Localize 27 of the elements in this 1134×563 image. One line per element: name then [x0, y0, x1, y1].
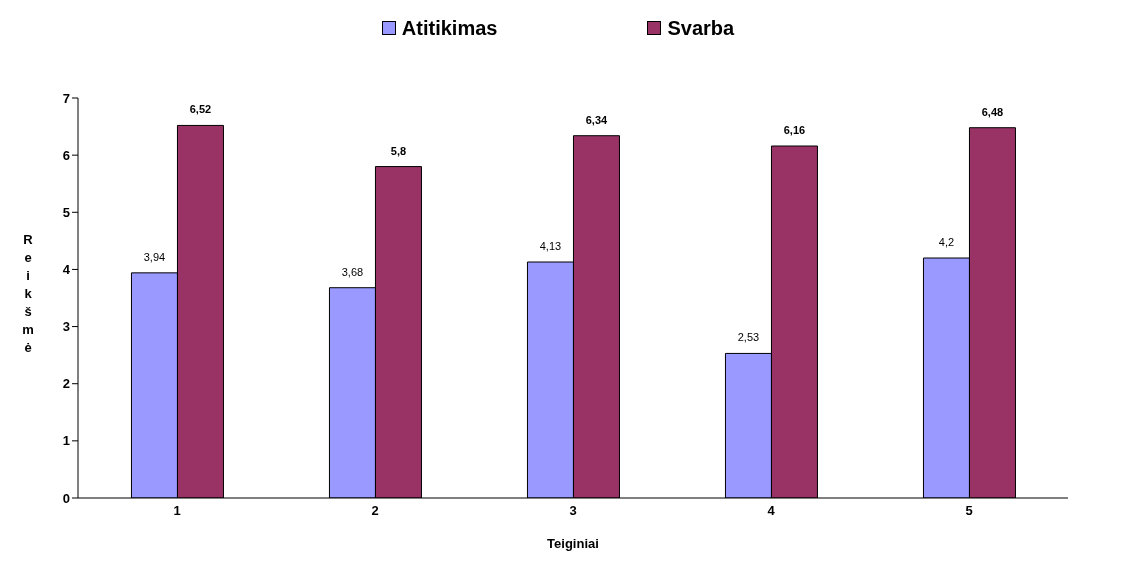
y-tick-label: 5 [62, 204, 70, 220]
data-label: 4,2 [938, 236, 955, 248]
y-tick-label: 6 [62, 147, 70, 163]
x-axis-title: Teiginiai [547, 536, 599, 551]
y-tick-label: 4 [62, 262, 71, 278]
data-label: 2,53 [737, 331, 760, 344]
data-label: 5,8 [390, 144, 407, 157]
x-tick-label: 4 [767, 503, 776, 519]
data-label: 6,48 [981, 105, 1004, 118]
legend-label: Svarba [667, 16, 735, 40]
data-label: 4,13 [539, 240, 562, 252]
data-label: 6,52 [189, 103, 212, 116]
y-tick-label: 0 [62, 490, 70, 506]
data-label: 6,16 [783, 124, 806, 136]
data-label: 3,68 [341, 265, 364, 278]
x-tick-label: 2 [371, 503, 379, 519]
y-tick-label: 7 [62, 90, 70, 106]
data-label: 6,34 [585, 113, 609, 126]
legend-label: Atitikimas [401, 16, 498, 40]
y-tick-label: 2 [62, 376, 70, 392]
x-tick-label: 1 [173, 503, 181, 519]
data-label: 3,94 [143, 250, 166, 263]
x-tick-label: 3 [569, 503, 577, 519]
y-axis-title: Reikšmė [22, 232, 34, 355]
y-tick-label: 3 [62, 319, 70, 335]
y-tick-label: 1 [62, 433, 70, 449]
x-tick-label: 5 [965, 503, 973, 519]
